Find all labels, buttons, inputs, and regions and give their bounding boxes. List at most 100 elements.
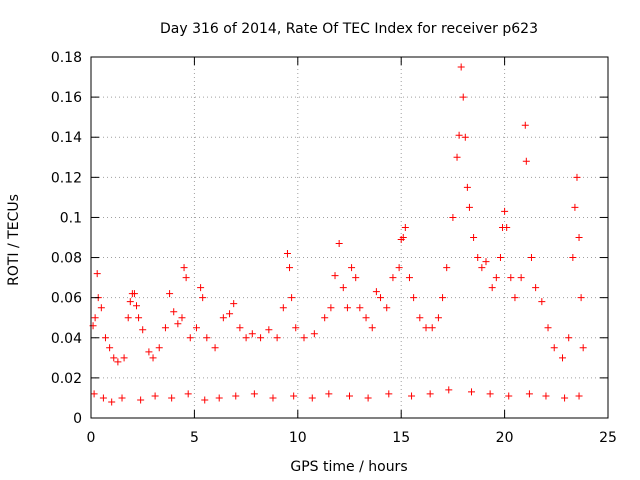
- data-point: [174, 320, 182, 328]
- data-point: [511, 294, 519, 302]
- data-point: [182, 274, 190, 282]
- data-point: [265, 326, 273, 334]
- x-tick-label: 10: [289, 430, 307, 446]
- data-point: [151, 392, 159, 400]
- data-point: [310, 330, 318, 338]
- data-point: [395, 264, 403, 272]
- data-point: [449, 213, 457, 221]
- data-point: [542, 392, 550, 400]
- data-point: [559, 354, 567, 362]
- data-point: [457, 63, 465, 71]
- data-point: [410, 294, 418, 302]
- data-point: [470, 234, 478, 241]
- data-point: [488, 284, 496, 292]
- data-point: [101, 334, 109, 342]
- data-point: [434, 314, 442, 322]
- y-tick-label: 0.16: [51, 90, 82, 106]
- axis-ticks: 0 0.02 0.04 0.06 0.08 0.1 0.12 0.14 0.16 0.18 0 5 10…: [51, 50, 617, 446]
- data-point: [368, 324, 376, 332]
- data-point: [219, 314, 227, 322]
- data-point: [573, 173, 581, 181]
- data-point: [439, 294, 447, 302]
- data-point: [250, 390, 258, 398]
- data-point: [283, 250, 291, 258]
- data-point: [178, 314, 186, 322]
- y-tick-label: 0.04: [51, 331, 82, 347]
- x-tick-label: 20: [496, 430, 514, 446]
- x-tick-label: 25: [599, 430, 617, 446]
- grid-lines: [91, 57, 608, 418]
- data-point: [197, 284, 205, 292]
- data-point: [575, 392, 583, 400]
- data-point: [492, 274, 500, 282]
- data-point: [308, 394, 316, 402]
- data-point: [91, 314, 99, 322]
- data-point: [544, 324, 552, 332]
- data-point: [149, 354, 157, 362]
- data-point: [135, 314, 143, 322]
- data-point: [118, 394, 126, 402]
- data-point: [352, 274, 360, 282]
- data-point: [145, 348, 153, 356]
- data-point: [527, 254, 535, 262]
- data-point: [478, 264, 486, 272]
- data-point: [550, 344, 558, 352]
- y-axis-label: ROTI / TECUs: [6, 194, 22, 286]
- data-point: [422, 324, 430, 332]
- data-point: [343, 304, 351, 312]
- data-point: [461, 133, 469, 141]
- data-point: [486, 390, 494, 398]
- data-point: [99, 394, 107, 402]
- data-point: [201, 396, 209, 404]
- data-point: [465, 203, 473, 211]
- data-point: [290, 392, 298, 400]
- data-point: [211, 344, 219, 352]
- data-point: [300, 334, 308, 342]
- y-tick-label: 0.02: [51, 371, 82, 387]
- data-point: [331, 272, 339, 280]
- data-point: [416, 314, 424, 322]
- x-tick-label: 0: [87, 430, 96, 446]
- data-point: [335, 240, 343, 248]
- data-point: [339, 284, 347, 292]
- data-point: [372, 288, 380, 296]
- data-point: [180, 264, 188, 272]
- y-tick-label: 0.12: [51, 170, 82, 186]
- data-point: [532, 284, 540, 292]
- data-point: [132, 302, 140, 310]
- plot-border: [90, 56, 609, 419]
- data-point: [346, 392, 353, 400]
- x-tick-label: 15: [392, 430, 410, 446]
- data-point: [455, 131, 463, 139]
- data-point: [505, 392, 513, 400]
- data-point: [126, 298, 134, 306]
- data-point: [155, 344, 163, 352]
- data-point: [325, 390, 333, 398]
- data-point: [215, 394, 223, 402]
- data-point: [120, 354, 128, 362]
- data-point: [401, 223, 409, 231]
- data-point: [279, 304, 287, 312]
- data-point: [428, 324, 436, 332]
- data-point: [288, 294, 296, 302]
- chart-title: Day 316 of 2014, Rate Of TEC Index for r…: [160, 21, 538, 37]
- x-axis-label: GPS time / hours: [290, 459, 407, 475]
- data-point: [286, 264, 294, 272]
- data-point: [137, 396, 145, 404]
- data-point: [579, 344, 587, 352]
- data-point: [97, 304, 105, 312]
- data-point: [501, 207, 509, 215]
- data-point: [236, 324, 244, 332]
- data-point: [426, 390, 434, 398]
- data-point: [90, 390, 98, 398]
- data-point: [124, 314, 132, 322]
- data-point: [161, 324, 169, 332]
- data-point: [525, 390, 533, 398]
- data-point: [273, 334, 281, 342]
- y-tick-label: 0: [73, 411, 82, 427]
- data-point: [405, 274, 413, 282]
- data-point: [93, 270, 101, 278]
- data-point: [130, 290, 138, 298]
- data-point: [232, 392, 240, 400]
